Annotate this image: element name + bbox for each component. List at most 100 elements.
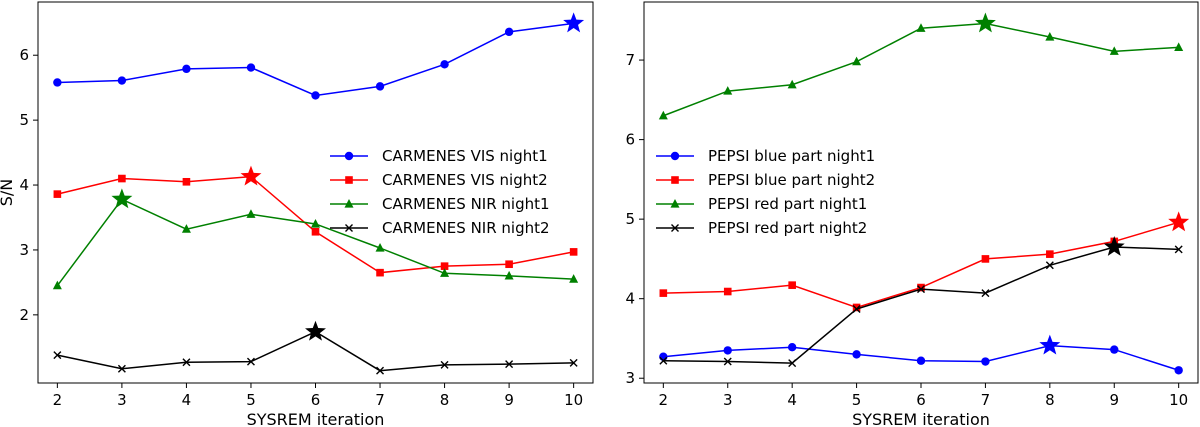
best-point-star xyxy=(563,12,585,33)
x-tick-label: 8 xyxy=(1045,391,1055,409)
data-point xyxy=(916,23,926,32)
data-point xyxy=(787,79,797,89)
plot-frame xyxy=(37,1,594,384)
legend-entry: PEPSI red part night2 xyxy=(708,219,867,237)
legend-marker xyxy=(671,224,679,232)
data-point xyxy=(440,60,449,69)
series-line xyxy=(57,330,574,372)
data-point xyxy=(1046,250,1054,258)
y-tick-label: 6 xyxy=(19,46,29,64)
data-point xyxy=(852,303,861,312)
data-point xyxy=(852,305,861,314)
x-tick-label: 6 xyxy=(916,391,926,409)
data-point xyxy=(182,64,191,74)
legend-marker xyxy=(671,176,679,184)
x-tick-label: 4 xyxy=(182,391,192,409)
data-point xyxy=(505,360,514,369)
best-point-star xyxy=(1103,235,1125,256)
data-point xyxy=(917,283,925,292)
data-point xyxy=(117,76,127,85)
series-0 xyxy=(659,334,1183,375)
series-2 xyxy=(658,12,1184,120)
data-point xyxy=(917,285,925,294)
legend-marker xyxy=(345,176,353,184)
legend-entry: CARMENES NIR night1 xyxy=(382,195,550,213)
data-point xyxy=(852,56,862,66)
data-point xyxy=(659,289,668,297)
data-point xyxy=(787,343,797,352)
y-tick-label: 3 xyxy=(625,369,635,387)
series-1 xyxy=(53,165,578,277)
x-tick-label: 10 xyxy=(564,391,583,409)
data-point xyxy=(659,356,668,365)
series-0 xyxy=(53,12,585,100)
data-point xyxy=(440,268,450,277)
legend-entry: CARMENES NIR night2 xyxy=(382,219,550,237)
legend: CARMENES VIS night1 CARMENES VIS night2 CA… xyxy=(330,147,550,237)
x-tick-label: 7 xyxy=(375,391,385,409)
data-point xyxy=(505,260,513,269)
data-point xyxy=(311,227,320,236)
x-tick-label: 9 xyxy=(1109,391,1119,409)
data-point xyxy=(1174,42,1184,51)
data-point xyxy=(569,274,579,283)
data-point xyxy=(788,359,797,368)
y-tick-label: 5 xyxy=(625,210,635,228)
y-tick-label: 6 xyxy=(625,131,635,149)
legend-entry: PEPSI blue part night2 xyxy=(708,171,875,189)
series-3 xyxy=(659,235,1183,368)
data-point xyxy=(723,287,732,296)
legend-marker xyxy=(345,224,353,232)
x-tick-label: 3 xyxy=(117,391,127,409)
data-point xyxy=(182,177,191,186)
series-line xyxy=(663,22,1179,117)
y-tick-label: 4 xyxy=(625,290,635,308)
x-axis-label: SYSREM iteration xyxy=(852,410,990,427)
data-point xyxy=(53,190,62,198)
best-point-star xyxy=(1039,334,1061,355)
plot-frame xyxy=(643,1,1199,384)
data-point xyxy=(118,174,126,183)
series-line xyxy=(663,246,1179,364)
legend-marker xyxy=(670,151,680,161)
x-tick-label: 5 xyxy=(852,391,862,409)
data-point xyxy=(1045,261,1054,270)
legend-entry: CARMENES VIS night2 xyxy=(382,171,548,189)
data-point xyxy=(852,350,861,359)
x-tick-label: 3 xyxy=(723,391,733,409)
y-tick-label: 2 xyxy=(19,306,29,324)
data-point xyxy=(788,281,796,289)
data-point xyxy=(181,224,191,233)
data-point xyxy=(569,358,578,367)
data-point xyxy=(981,255,990,263)
best-point-star xyxy=(974,12,996,33)
y-tick-label: 7 xyxy=(625,51,635,69)
y-tick-label: 4 xyxy=(19,176,29,194)
x-tick-label: 2 xyxy=(53,391,63,409)
data-point xyxy=(375,242,385,252)
data-point xyxy=(376,268,384,277)
data-point xyxy=(376,366,385,375)
legend-entry: PEPSI blue part night1 xyxy=(708,147,875,165)
x-tick-label: 6 xyxy=(311,391,321,409)
data-point xyxy=(53,351,62,360)
legend-entry: CARMENES VIS night1 xyxy=(382,147,548,165)
data-point xyxy=(246,209,256,218)
data-point xyxy=(569,248,578,256)
data-point xyxy=(1110,345,1119,354)
data-point xyxy=(723,346,732,355)
data-point xyxy=(981,357,990,366)
data-point xyxy=(1045,31,1055,41)
data-point xyxy=(659,352,668,361)
data-point xyxy=(1174,245,1183,254)
data-point xyxy=(658,110,668,120)
data-point xyxy=(182,358,191,367)
x-tick-label: 2 xyxy=(659,391,669,409)
data-point xyxy=(246,357,255,366)
data-point xyxy=(52,280,62,290)
legend: PEPSI blue part night1 PEPSI blue part ni… xyxy=(656,147,875,237)
x-tick-label: 8 xyxy=(440,391,450,409)
data-point xyxy=(723,357,732,366)
